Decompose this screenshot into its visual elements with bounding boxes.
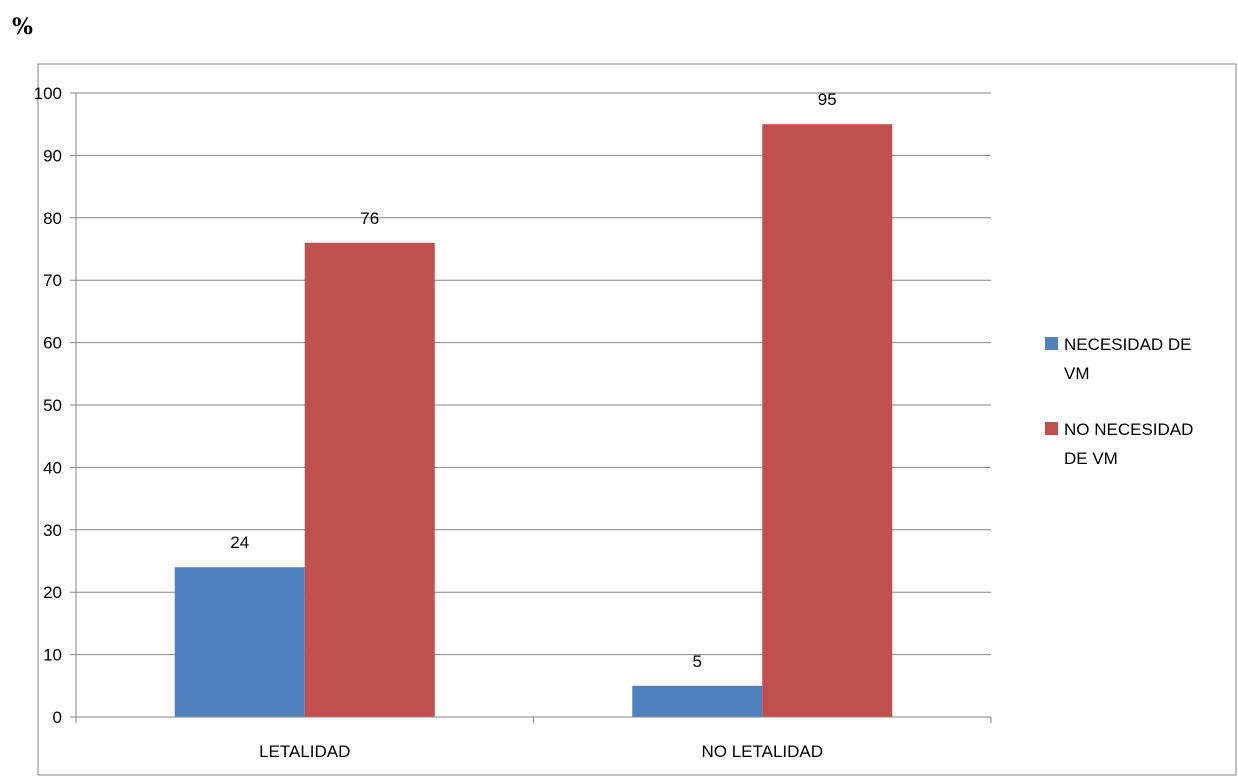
chart-frame [37, 63, 1237, 776]
y-tick-label: 10 [43, 646, 62, 665]
y-tick-label: 30 [43, 521, 62, 540]
legend-swatch [1045, 422, 1058, 435]
y-tick-label: 80 [43, 209, 62, 228]
axes: 0 10 20 30 40 50 60 70 80 90 100 LETALIDAD NO LETALI… [34, 84, 992, 761]
y-tick-label: 100 [34, 84, 62, 103]
bar [174, 567, 305, 717]
y-tick-label: 60 [43, 334, 62, 353]
y-tick-label: 70 [43, 271, 62, 290]
x-tick-label: NO LETALIDAD [701, 742, 823, 761]
legend-label: NECESIDAD DE VM [1064, 335, 1192, 383]
legend: NECESIDAD DE VM NO NECESIDAD DE VM [1045, 335, 1193, 468]
legend-item: NECESIDAD DE VM [1045, 335, 1192, 383]
data-label: 76 [360, 209, 379, 228]
legend-swatch [1045, 337, 1058, 350]
data-labels: 24 76 5 95 [230, 90, 836, 671]
bars [174, 124, 893, 717]
bar [762, 124, 893, 717]
y-tick-label: 50 [43, 396, 62, 415]
legend-item: NO NECESIDAD DE VM [1045, 420, 1193, 468]
data-label: 95 [818, 90, 837, 109]
bar [304, 242, 435, 717]
data-label: 24 [230, 533, 249, 552]
bar [632, 685, 763, 717]
y-tick-label: 0 [53, 708, 62, 727]
x-tick-label: LETALIDAD [259, 742, 350, 761]
y-tick-label: 20 [43, 583, 62, 602]
legend-label: NO NECESIDAD DE VM [1064, 420, 1193, 468]
y-unit-label: % [12, 14, 33, 40]
y-tick-label: 40 [43, 458, 62, 477]
data-label: 5 [693, 652, 702, 671]
y-tick-label: 90 [43, 146, 62, 165]
